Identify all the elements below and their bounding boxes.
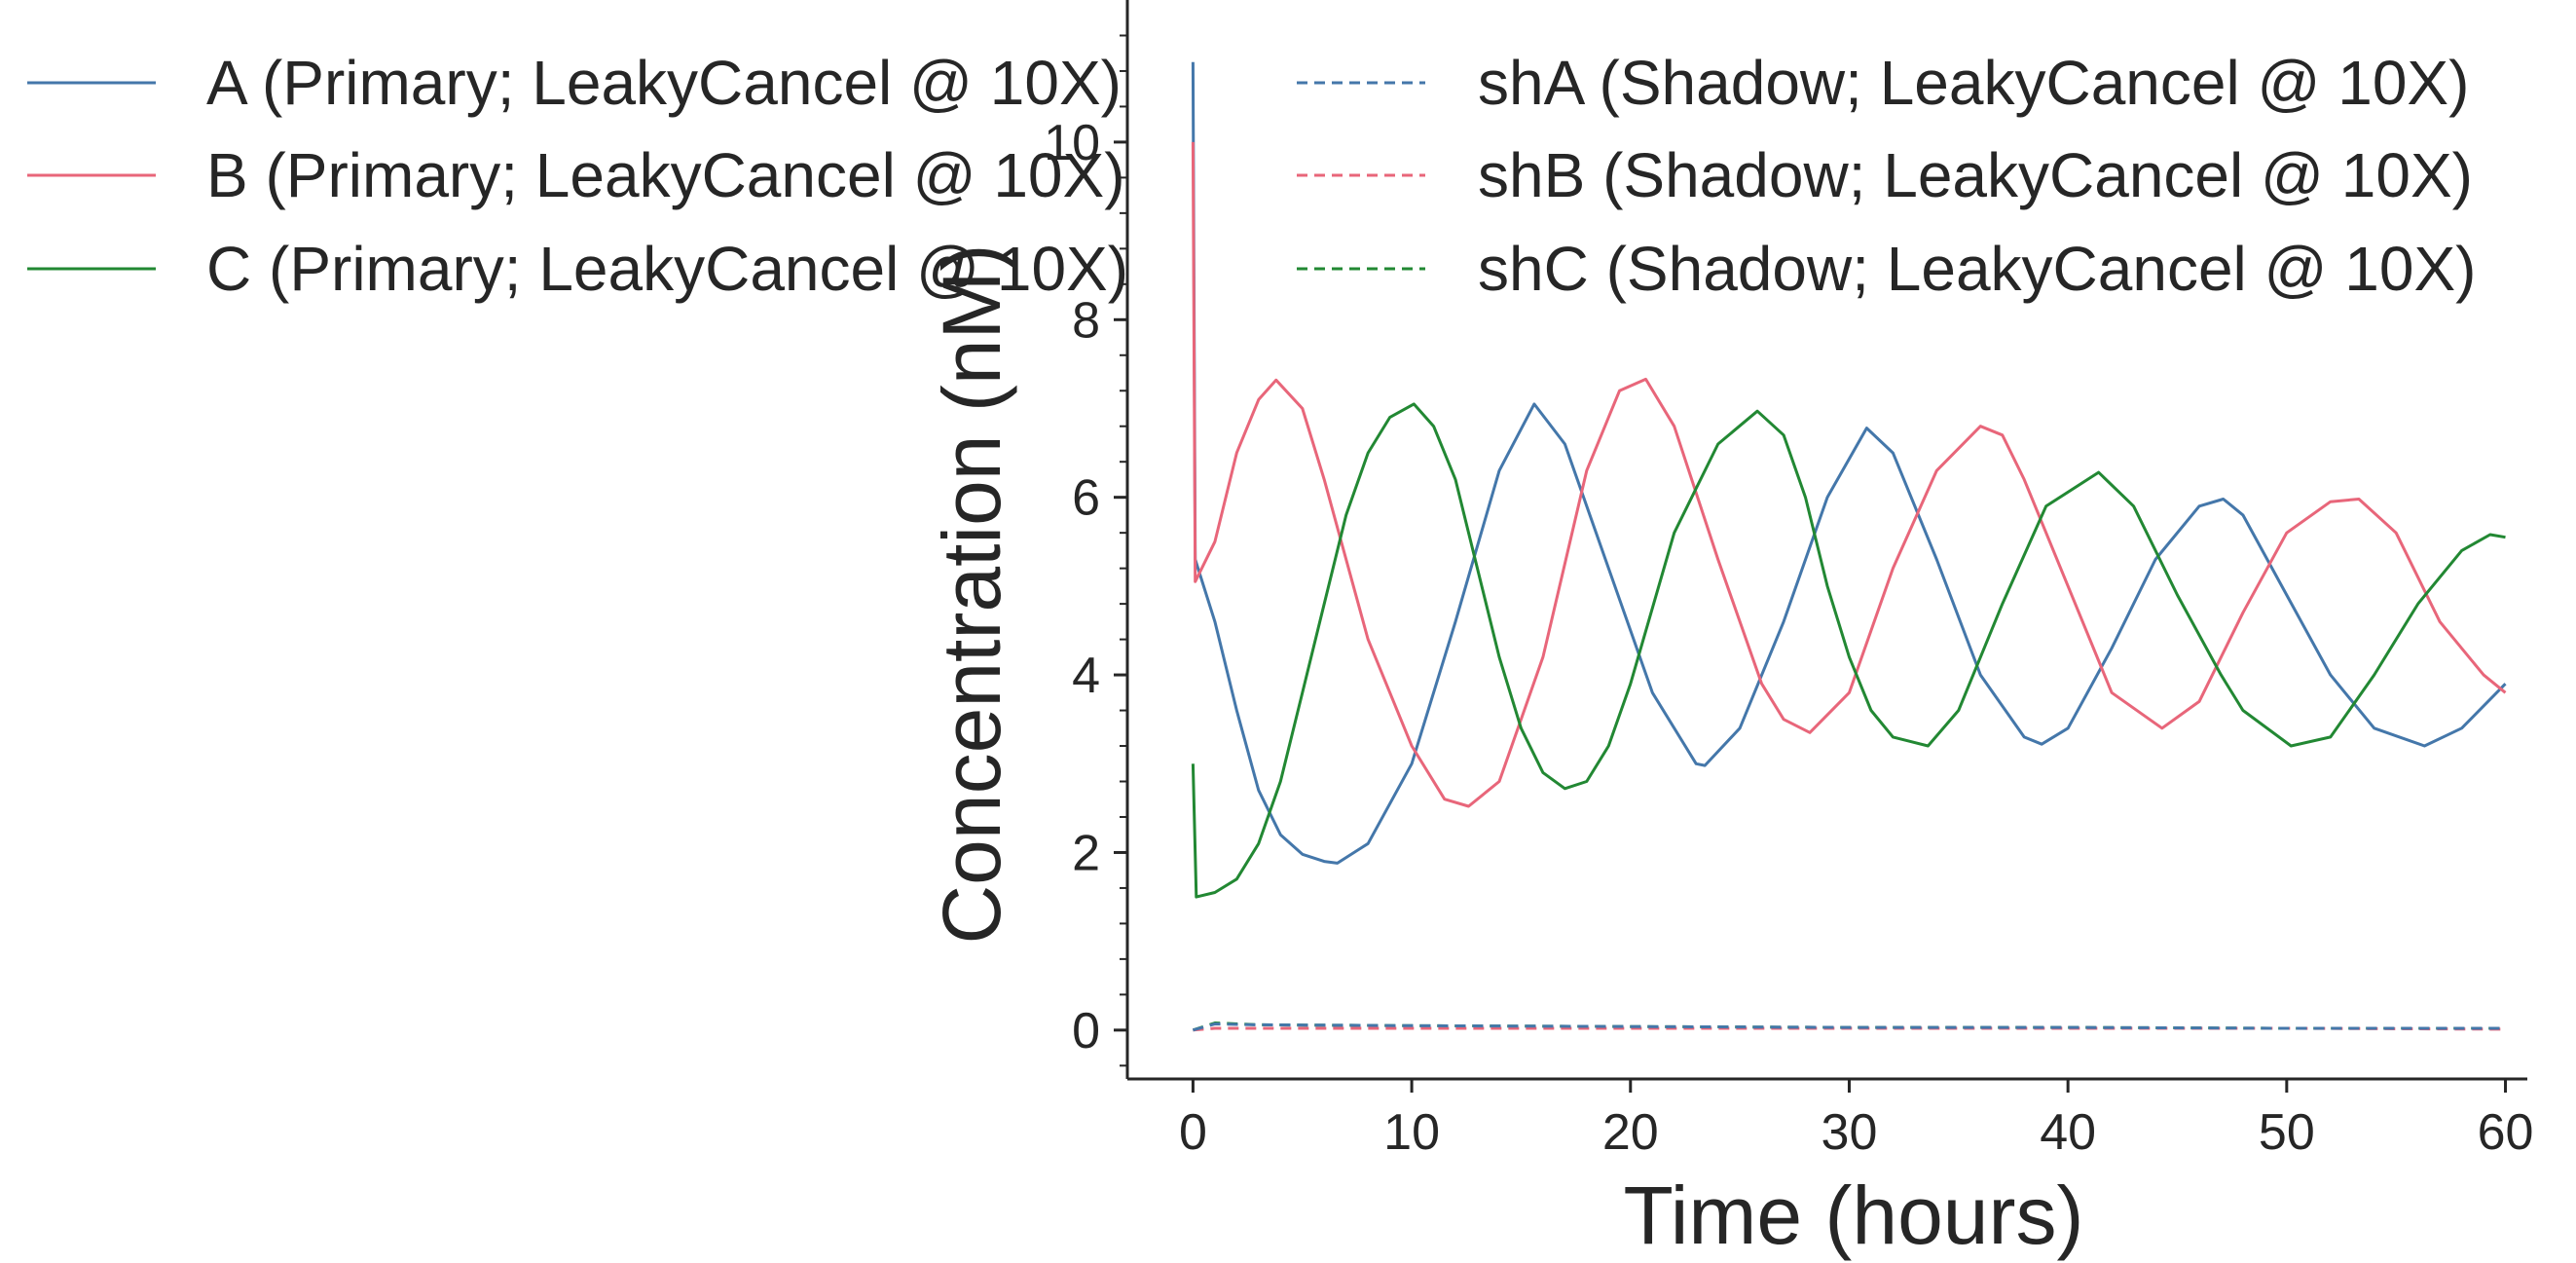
y-tick-label: 8: [1072, 292, 1100, 349]
legend-label-c: C (Primary; LeakyCancel @ 10X): [206, 234, 1128, 304]
y-axis-title: Concentration (nM): [926, 244, 1017, 945]
x-tick-label: 30: [1822, 1104, 1878, 1161]
x-tick-label: 10: [1383, 1104, 1440, 1161]
legend: A (Primary; LeakyCancel @ 10X) B (Primary…: [27, 48, 2476, 304]
y-tick-label: 6: [1072, 470, 1100, 527]
legend-label-shc: shC (Shadow; LeakyCancel @ 10X): [1478, 234, 2476, 304]
y-tick-label: 0: [1072, 1003, 1100, 1059]
y-tick-label: 4: [1072, 648, 1100, 704]
series-line-c: [1191, 402, 2506, 899]
x-axis-title: Time (hours): [1624, 1170, 2084, 1261]
x-tick-label: 50: [2259, 1104, 2315, 1161]
y-tick-label: 10: [1044, 115, 1100, 171]
y-axis-ticks: 0 2 4 6 8 10: [1044, 115, 1127, 1059]
series-layer: [1191, 61, 2507, 1032]
legend-label-sha: shA (Shadow; LeakyCancel @ 10X): [1478, 48, 2469, 118]
series-line-sha: [1192, 1022, 2506, 1032]
legend-label-a: A (Primary; LeakyCancel @ 10X): [206, 48, 1122, 118]
legend-label-shb: shB (Shadow; LeakyCancel @ 10X): [1478, 140, 2473, 210]
series-line-b: [1191, 141, 2507, 808]
series-line-a: [1191, 61, 2507, 865]
x-tick-label: 60: [2478, 1104, 2534, 1161]
x-tick-label: 20: [1602, 1104, 1659, 1161]
y-minor-ticks: [1120, 34, 1127, 1067]
x-tick-label: 0: [1179, 1104, 1207, 1161]
x-tick-label: 40: [2040, 1104, 2096, 1161]
legend-label-b: B (Primary; LeakyCancel @ 10X): [206, 140, 1125, 210]
x-axis-ticks: 0 10 20 30 40 50 60: [1179, 1079, 2534, 1161]
y-tick-label: 2: [1072, 825, 1100, 881]
